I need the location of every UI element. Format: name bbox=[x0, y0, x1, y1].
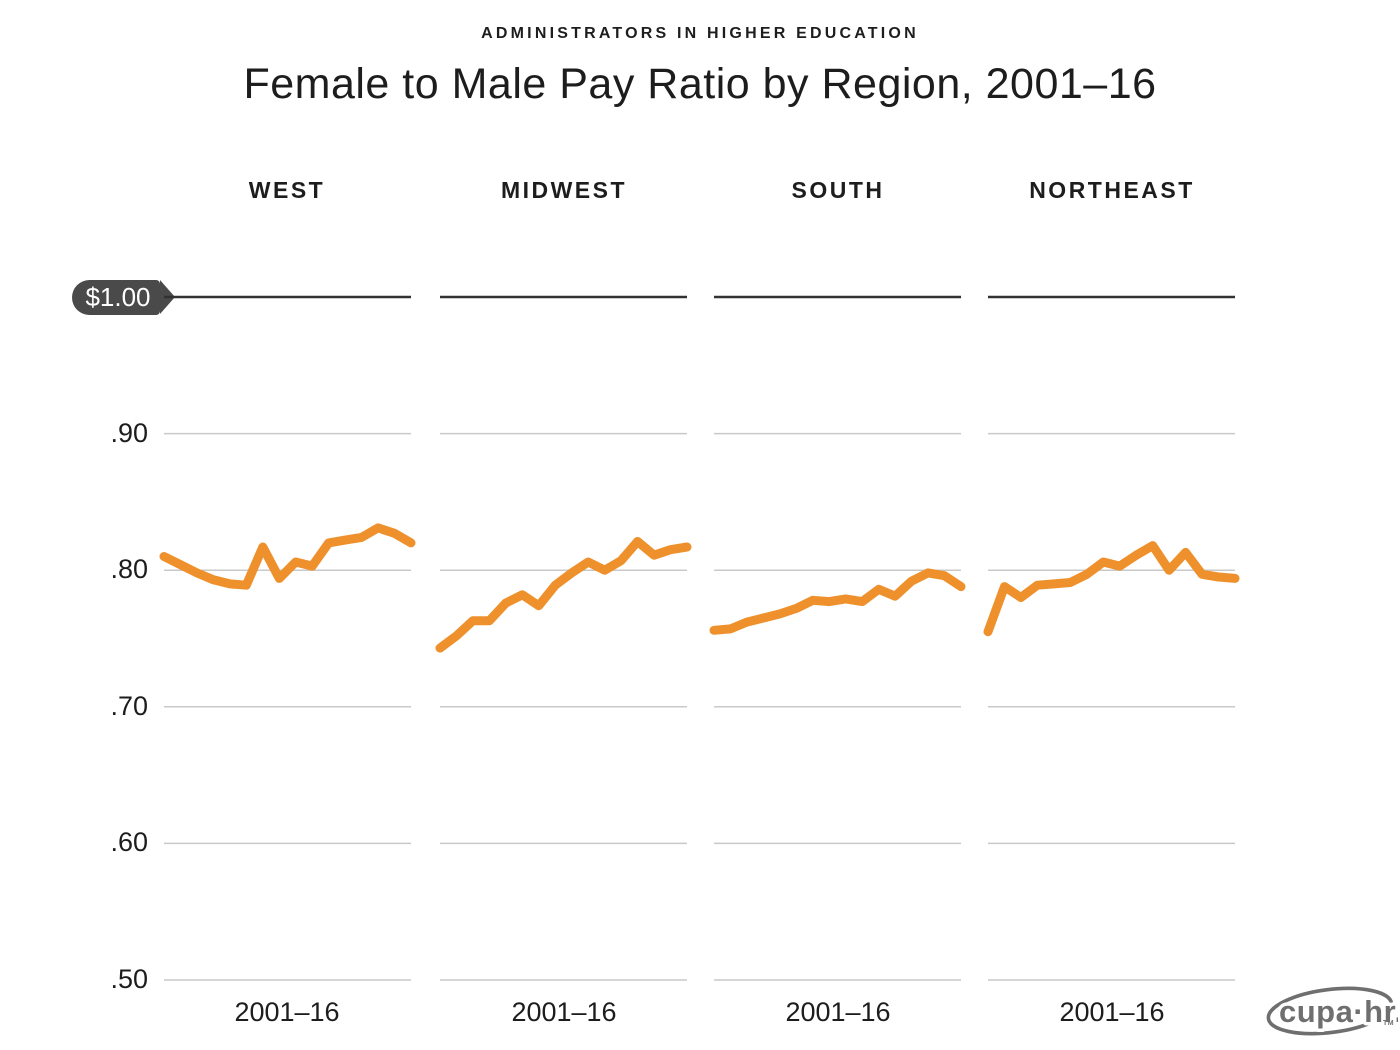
panel-title-northeast: NORTHEAST bbox=[1029, 177, 1195, 203]
panel-title-south: SOUTH bbox=[791, 177, 885, 203]
chart-kicker: ADMINISTRATORS IN HIGHER EDUCATION bbox=[481, 25, 919, 42]
x-axis-label-midwest: 2001–16 bbox=[511, 997, 617, 1027]
panel-title-west: WEST bbox=[248, 177, 326, 203]
y-tick-50: .50 bbox=[110, 964, 148, 994]
cupa-hr-logo: cupa·hr. TM bbox=[1266, 986, 1398, 1036]
pay-ratio-line-northeast bbox=[983, 541, 1240, 637]
page-title: Female to Male Pay Ratio by Region, 2001… bbox=[243, 60, 1157, 108]
logo-tm: TM bbox=[1383, 1020, 1394, 1027]
y-tick-60: .60 bbox=[110, 827, 148, 857]
pay-ratio-line-west bbox=[159, 523, 416, 590]
dollar-reference-badge: $1.00 bbox=[72, 280, 175, 315]
x-axis-label-west: 2001–16 bbox=[234, 997, 340, 1027]
y-tick-90: .90 bbox=[110, 418, 148, 448]
logo-swoosh-ellipse bbox=[1266, 986, 1394, 1036]
y-tick-80: .80 bbox=[110, 554, 148, 584]
x-axis-label-south: 2001–16 bbox=[785, 997, 891, 1027]
x-axis-label-northeast: 2001–16 bbox=[1059, 997, 1165, 1027]
y-tick-70: .70 bbox=[110, 691, 148, 721]
logo-text: cupa·hr. bbox=[1279, 994, 1398, 1029]
pay-ratio-line-midwest bbox=[435, 537, 692, 653]
panel-title-midwest: MIDWEST bbox=[500, 177, 628, 203]
pay-ratio-line-south bbox=[709, 568, 966, 635]
